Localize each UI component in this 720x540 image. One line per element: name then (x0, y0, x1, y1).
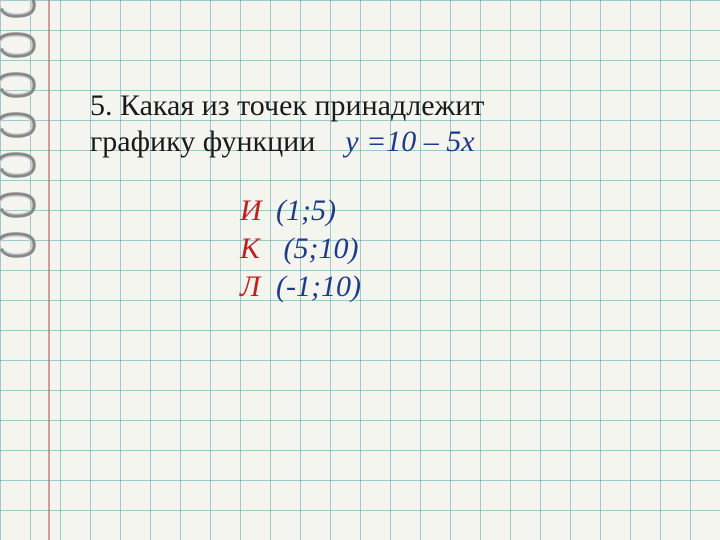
option-row: И(1;5) (240, 192, 660, 230)
question-line2-prefix: графику функции (90, 125, 315, 158)
equation: y =10 – 5x (345, 125, 474, 158)
option-row: Л(-1;10) (240, 268, 660, 306)
option-letter: Л (240, 268, 276, 306)
options-list: И(1;5)К (5;10)Л(-1;10) (240, 192, 660, 306)
option-row: К (5;10) (240, 230, 660, 268)
option-value: (1;5) (276, 194, 336, 227)
content-area: 5. Какая из точек принадлежит графику фу… (0, 0, 720, 540)
option-value: (5;10) (276, 232, 358, 265)
option-value: (-1;10) (276, 270, 361, 303)
question-line1: 5. Какая из точек принадлежит (90, 89, 484, 122)
option-letter: К (240, 230, 276, 268)
option-letter: И (240, 192, 276, 230)
question-text: 5. Какая из точек принадлежит графику фу… (90, 88, 660, 160)
